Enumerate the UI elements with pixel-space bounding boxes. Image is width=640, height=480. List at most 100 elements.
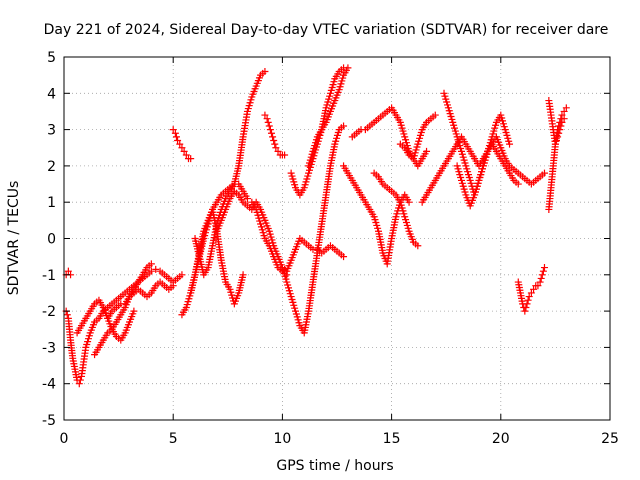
data-point (527, 289, 535, 297)
data-point-fill (552, 136, 560, 144)
data-point (560, 107, 568, 115)
series-track-w (514, 264, 548, 315)
series-track-e (104, 278, 177, 322)
data-point (178, 271, 186, 279)
data-point (174, 136, 182, 144)
data-point (556, 126, 564, 134)
y-tick-label: 1 (47, 195, 56, 211)
y-axis-label: SDTVAR / TECUs (6, 181, 22, 296)
data-point-fill (524, 296, 532, 304)
series-track-y (545, 97, 568, 148)
data-point (558, 118, 566, 126)
data-point (272, 144, 280, 152)
y-tick-label: -1 (42, 268, 56, 284)
data-point (152, 265, 160, 273)
data-point (340, 253, 348, 261)
data-point (540, 169, 548, 177)
series-track-n (287, 64, 348, 199)
data-point (551, 140, 559, 148)
x-axis-label: GPS time / hours (276, 458, 393, 474)
axis-ticks: -5 -4 -3 -2 -1 0 1 2 3 4 5 0 5 10 15 20 25 (42, 50, 619, 447)
data-point (187, 155, 195, 163)
data-point (274, 147, 282, 155)
series-track-f (169, 126, 195, 163)
data-point-fill (264, 118, 272, 126)
data-point (239, 271, 247, 279)
data-point-fill (76, 376, 84, 384)
data-point (169, 282, 177, 290)
y-tick-label: 4 (47, 86, 56, 102)
data-point-fill (63, 311, 71, 319)
data-point (521, 307, 529, 315)
y-tick-label: 2 (47, 159, 56, 175)
y-tick-label: -2 (42, 304, 56, 320)
data-point (523, 300, 531, 308)
data-point (562, 104, 570, 112)
data-point-fill (522, 303, 530, 311)
x-tick-label: 5 (169, 431, 178, 447)
data-point (534, 282, 542, 290)
data-point (506, 140, 514, 148)
data-point (243, 195, 251, 203)
data-point (64, 267, 72, 275)
data-point-fill (271, 140, 279, 148)
series-track-d (91, 260, 155, 359)
data-point (558, 111, 566, 119)
data-points (62, 64, 570, 388)
data-point (263, 115, 271, 123)
series-track-m (278, 122, 348, 337)
data-point-fill (172, 133, 180, 141)
data-point (344, 64, 352, 72)
data-point-fill (266, 126, 274, 134)
data-point-fill (539, 267, 547, 275)
data-point (270, 136, 278, 144)
data-point (182, 151, 190, 159)
series-track-v (453, 140, 522, 210)
y-tick-label: -4 (42, 377, 56, 393)
data-point (423, 147, 431, 155)
y-tick-label: -3 (42, 340, 56, 356)
data-point (261, 111, 269, 119)
data-point (171, 129, 179, 137)
grid-lines (64, 57, 610, 420)
y-tick-label: 0 (47, 232, 56, 248)
series-track-r (370, 169, 422, 250)
data-point (538, 271, 546, 279)
series-track-g (178, 180, 251, 319)
data-point-fill (269, 133, 277, 141)
data-point (540, 264, 548, 272)
series-track-p (340, 162, 413, 268)
data-point (405, 198, 413, 206)
data-point (281, 151, 289, 159)
data-point (178, 144, 186, 152)
data-point (147, 260, 155, 268)
data-point (261, 68, 269, 76)
chart-title: Day 221 of 2024, Sidereal Day-to-day VTE… (44, 22, 609, 38)
data-point (414, 242, 422, 250)
data-point (525, 293, 533, 301)
x-tick-label: 0 (60, 431, 69, 447)
data-point (176, 140, 184, 148)
data-point (130, 307, 138, 315)
x-tick-label: 25 (601, 431, 619, 447)
x-tick-label: 15 (383, 431, 401, 447)
data-point-fill (537, 274, 545, 282)
data-point (431, 111, 439, 119)
series-track-t (418, 133, 548, 206)
series-track-o (305, 64, 352, 170)
data-point (560, 115, 568, 123)
series-track-i (191, 68, 269, 279)
data-point (536, 278, 544, 286)
x-tick-label: 10 (273, 431, 291, 447)
y-tick-label: -5 (42, 413, 56, 429)
data-point-fill (555, 129, 563, 137)
data-point (169, 126, 177, 134)
data-point (180, 147, 188, 155)
data-point (514, 180, 522, 188)
data-point (340, 122, 348, 130)
data-point (267, 129, 275, 137)
series-track-j (213, 187, 348, 275)
series-track-q (348, 104, 439, 163)
series-track-l (261, 111, 289, 159)
